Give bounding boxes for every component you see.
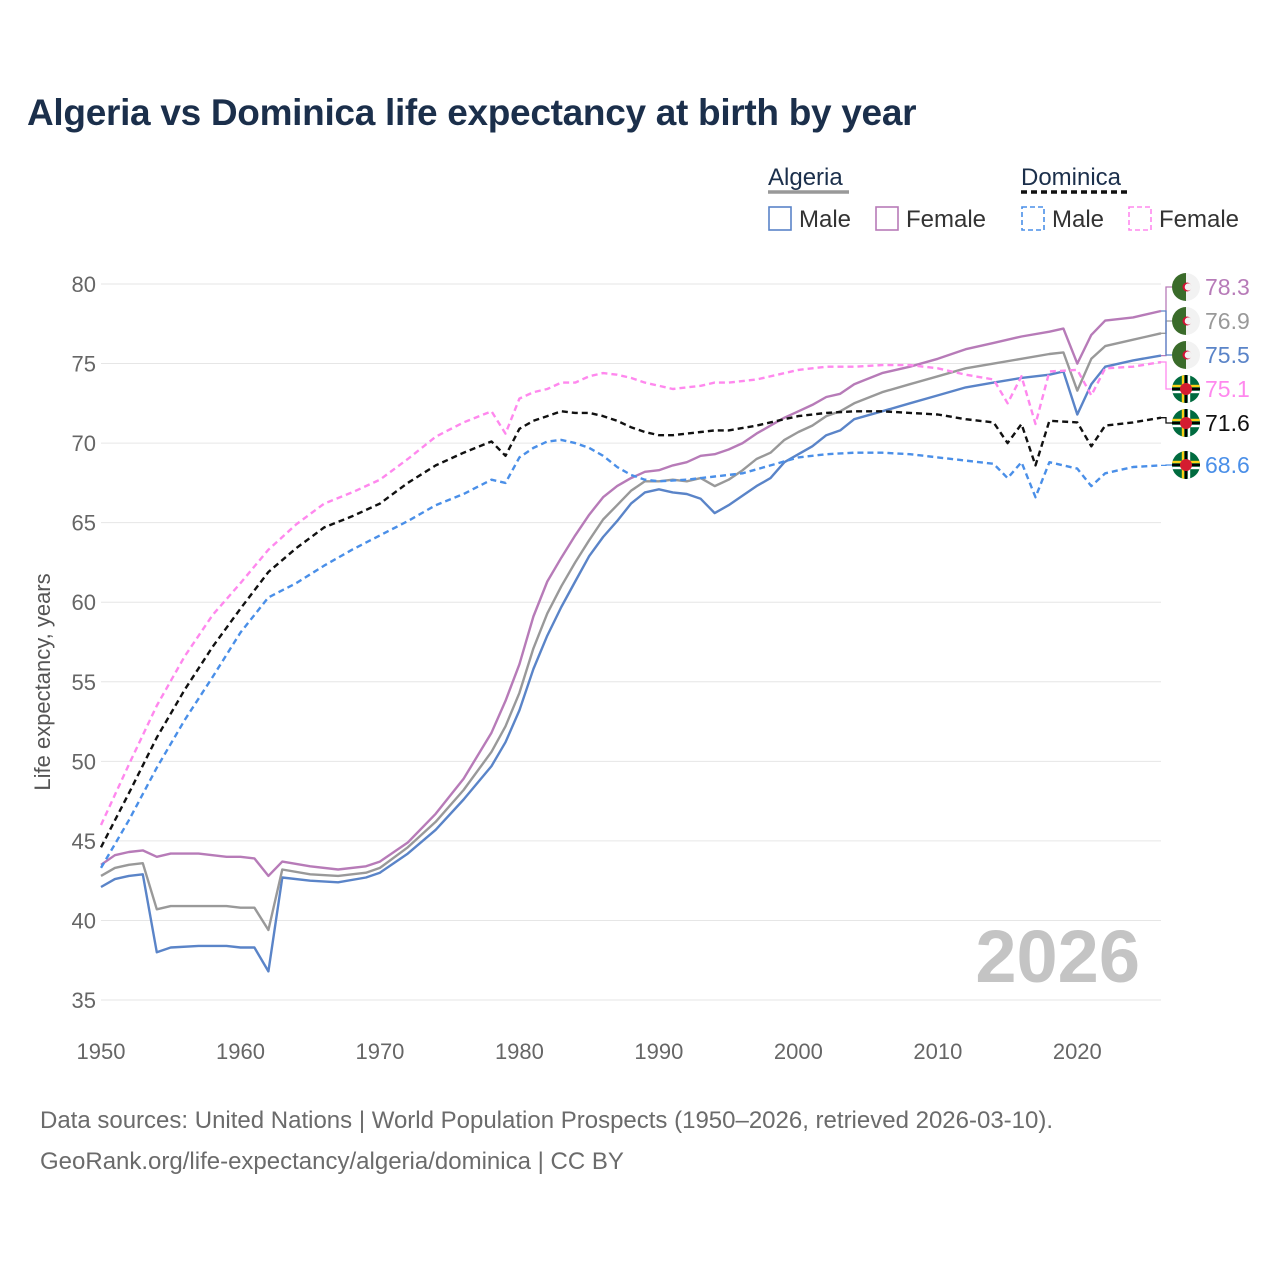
y-axis-label: Life expectancy, years (30, 573, 55, 790)
legend: Algeria Male Female Dominica Male Female (768, 164, 1239, 233)
series-line-algeria-male (100, 354, 1162, 973)
end-label-value: 68.6 (1205, 452, 1250, 478)
end-label-layer: 78.3 76.9 75.5 75.1 71.6 68.6 (1161, 273, 1250, 479)
end-label-value: 76.9 (1205, 308, 1250, 334)
y-tick-label: 55 (72, 670, 96, 695)
y-tick-label: 65 (72, 511, 96, 536)
x-tick-label: 2000 (774, 1039, 823, 1064)
footer-sources: Data sources: United Nations | World Pop… (40, 1107, 1054, 1134)
page-title: Algeria vs Dominica life expectancy at b… (27, 92, 917, 133)
grid-layer (101, 283, 1161, 1001)
series-line-dominica-male (99, 438, 1162, 869)
x-tick-label: 1970 (355, 1039, 404, 1064)
footer-url[interactable]: GeoRank.org/life-expectancy/algeria/domi… (40, 1148, 624, 1175)
series-line-dominica (99, 410, 1162, 848)
legend-label-male: Male (799, 206, 851, 233)
dominica-flag-icon (1172, 409, 1200, 437)
end-label-value: 71.6 (1205, 410, 1250, 436)
y-tick-label: 35 (72, 988, 96, 1013)
series-line-algeria (100, 332, 1162, 932)
x-tick-label: 2010 (913, 1039, 962, 1064)
series-layer (99, 309, 1162, 973)
legend-swatch-male (1021, 206, 1045, 231)
y-tick-label: 60 (72, 590, 96, 615)
series-line-dominica-female (99, 360, 1162, 826)
x-tick-label: 1960 (216, 1039, 265, 1064)
x-tick-label: 2020 (1053, 1039, 1102, 1064)
dominica-flag-icon (1172, 451, 1200, 479)
end-label-connector (1161, 361, 1172, 390)
y-tick-label: 70 (72, 431, 96, 456)
end-label-value: 75.5 (1205, 342, 1250, 368)
y-tick-label: 40 (72, 908, 96, 933)
x-tick-label: 1950 (77, 1039, 126, 1064)
legend-label-male: Male (1052, 206, 1104, 233)
end-label-connector (1161, 417, 1172, 424)
y-tick-label: 75 (72, 352, 96, 377)
y-tick-label: 80 (72, 272, 96, 297)
legend-swatch-male (768, 206, 792, 231)
algeria-flag-icon (1172, 273, 1200, 301)
legend-country-algeria: Algeria (768, 164, 843, 191)
end-label-value: 75.1 (1205, 376, 1250, 402)
series-line-algeria-female (100, 309, 1162, 878)
x-tick-label: 1990 (634, 1039, 683, 1064)
legend-country-dominica: Dominica (1021, 164, 1122, 191)
legend-swatch-female (875, 206, 899, 231)
dominica-flag-icon (1172, 375, 1200, 403)
end-label-value: 78.3 (1205, 274, 1250, 300)
y-tick-label: 45 (72, 829, 96, 854)
legend-swatch-female (1128, 206, 1152, 231)
legend-label-female: Female (906, 206, 986, 233)
end-label-connector (1161, 310, 1172, 356)
legend-label-female: Female (1159, 206, 1239, 233)
y-tick-label: 50 (72, 749, 96, 774)
watermark-year: 2026 (975, 915, 1140, 998)
algeria-flag-icon (1172, 307, 1200, 335)
axis-layer: 35 40 45 50 55 60 65 70 75 80 1950 1960 1970 1980 1990… (30, 272, 1102, 1064)
x-tick-label: 1980 (495, 1039, 544, 1064)
algeria-flag-icon (1172, 341, 1200, 369)
